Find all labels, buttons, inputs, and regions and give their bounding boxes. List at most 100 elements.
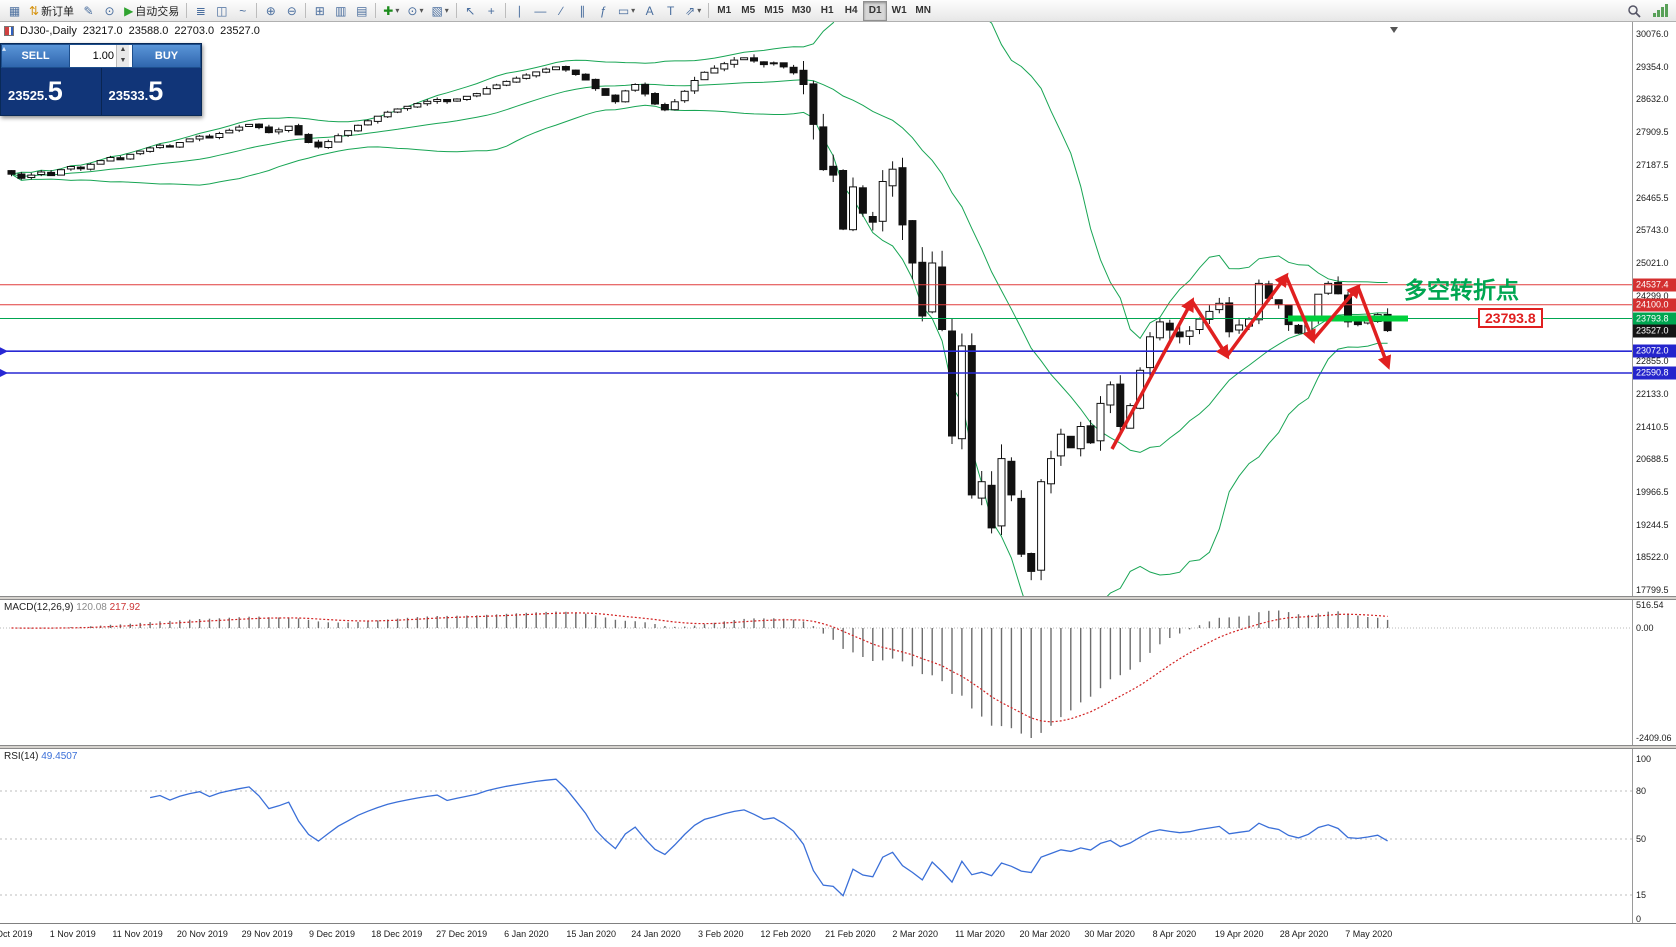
panel-divider[interactable] <box>0 596 1676 600</box>
zoom-in-button[interactable]: ⊕ <box>260 1 281 21</box>
date-label: 19 Apr 2020 <box>1214 929 1264 939</box>
buy-price[interactable]: 23533. 5 <box>102 68 202 115</box>
metaeditor-button[interactable]: ✎ <box>78 1 99 21</box>
panel-divider[interactable] <box>0 745 1676 749</box>
indicators-icon: ✚ <box>383 3 394 18</box>
price-axis-label: 17799.5 <box>1636 585 1669 595</box>
text-label-icon: T <box>667 3 675 18</box>
metaeditor-icon: ✎ <box>83 3 94 18</box>
price-callout-label: 23793.8 <box>1478 308 1543 328</box>
price-axis-label: 19244.5 <box>1636 519 1669 530</box>
buy-price-pip: 5 <box>148 76 164 106</box>
rsi-name: RSI(14) <box>4 751 39 762</box>
timeframe-m15-button[interactable]: M15 <box>760 1 787 21</box>
timeframe-m30-button[interactable]: M30 <box>788 1 815 21</box>
indicators-button[interactable]: ✚ ▾ <box>379 1 403 21</box>
trendline-button[interactable]: ∕ <box>551 1 572 21</box>
macd-axis[interactable]: 516.54 0.00 -2409.06 <box>1632 600 1676 745</box>
collapse-trade-widget-icon[interactable]: ▴ <box>2 44 7 53</box>
horizontal-line-icon: — <box>534 3 547 18</box>
candlestick-chart-button[interactable]: ◫ <box>211 1 232 21</box>
timeframe-h1-button[interactable]: H1 <box>815 1 839 21</box>
auto-arrange-button[interactable]: ▥ <box>330 1 351 21</box>
timeframe-m1-button[interactable]: M1 <box>712 1 736 21</box>
volume-control: ▲ ▼ <box>70 44 132 68</box>
time-axis[interactable]: 23 Oct 2019 1 Nov 2019 11 Nov 2019 20 Nov 2… <box>0 923 1676 947</box>
toolbar-separator <box>375 3 377 18</box>
price-axis-label: 25743.0 <box>1636 225 1669 236</box>
price-axis-label: 21410.5 <box>1636 421 1669 432</box>
help-button[interactable]: ⊙ <box>99 1 120 21</box>
connection-status-icon <box>1653 4 1668 17</box>
toolbar-separator <box>708 3 710 18</box>
price-level-badge: 23527.0 <box>1633 324 1676 338</box>
volume-down-icon[interactable]: ▼ <box>117 56 129 67</box>
track-chart-icon: ▤ <box>356 3 368 18</box>
date-label: 24 Jan 2020 <box>631 929 681 939</box>
search-icon[interactable] <box>1623 1 1645 21</box>
zoom-out-icon: ⊖ <box>286 3 297 18</box>
price-axis-label: 29354.0 <box>1636 61 1669 72</box>
timeframe-w1-button[interactable]: W1 <box>887 1 911 21</box>
toolbar-separator <box>256 3 258 18</box>
ohlc-low: 22703.0 <box>174 25 215 37</box>
volume-input[interactable] <box>70 45 116 67</box>
price-chart-canvas[interactable] <box>0 22 1632 596</box>
shapes-icon: ▭ <box>617 3 630 18</box>
periods-button[interactable]: ⊙ ▾ <box>403 1 427 21</box>
sell-price[interactable]: 23525. 5 <box>1 68 102 115</box>
line-chart-icon: ~ <box>239 3 247 18</box>
price-axis-label: 18522.0 <box>1636 552 1669 563</box>
cursor-button[interactable]: ↖ <box>460 1 481 21</box>
rsi-canvas[interactable] <box>0 749 1632 923</box>
date-label: 8 Apr 2020 <box>1152 929 1197 939</box>
buy-button[interactable]: BUY <box>132 44 201 68</box>
price-chart-plot[interactable]: DJ30-,Daily 23217.0 23588.0 22703.0 2352… <box>0 22 1632 596</box>
arrows-button[interactable]: ⇗ ▾ <box>681 1 705 21</box>
new-order-button[interactable]: ⇅ 新订单 <box>25 1 78 21</box>
macd-panel: MACD(12,26,9) 120.08 217.92 516.54 0.00 -2… <box>0 600 1676 745</box>
line-chart-button[interactable]: ~ <box>232 1 253 21</box>
date-label: 20 Nov 2019 <box>176 929 228 939</box>
rsi-plot[interactable]: RSI(14) 49.4507 <box>0 749 1632 923</box>
timeframe-mn-button[interactable]: MN <box>911 1 935 21</box>
track-chart-button[interactable]: ▤ <box>351 1 372 21</box>
text-button[interactable]: A <box>639 1 660 21</box>
price-level-badge: 24100.0 <box>1633 298 1676 312</box>
ohlc-open: 23217.0 <box>82 25 123 37</box>
channel-button[interactable]: ∥ <box>572 1 593 21</box>
caret-down-icon: ▾ <box>419 6 424 15</box>
new-chart-button[interactable]: ▦ <box>4 1 25 21</box>
timeframe-d1-button[interactable]: D1 <box>863 0 888 21</box>
vertical-line-button[interactable]: ∣ <box>509 1 530 21</box>
bar-chart-button[interactable]: ≣ <box>190 1 211 21</box>
tile-windows-button[interactable]: ⊞ <box>309 1 330 21</box>
horizontal-line-button[interactable]: — <box>530 1 551 21</box>
toolbar-separator <box>186 3 188 18</box>
autotrading-button[interactable]: ▶ 自动交易 <box>120 1 183 21</box>
rsi-axis-label: 100 <box>1636 754 1652 764</box>
crosshair-button[interactable]: + <box>481 1 502 21</box>
date-label: 1 Nov 2019 <box>49 929 96 939</box>
macd-plot[interactable]: MACD(12,26,9) 120.08 217.92 <box>0 600 1632 745</box>
macd-canvas[interactable] <box>0 600 1632 745</box>
one-click-trading-widget: ▴ SELL ▲ ▼ BUY 23525. 5 <box>0 43 202 116</box>
price-axis-label: 28632.0 <box>1636 94 1669 105</box>
autotrading-icon: ▶ <box>124 3 134 18</box>
cursor-icon: ↖ <box>465 3 476 18</box>
text-label-button[interactable]: T <box>660 1 681 21</box>
price-axis[interactable]: 30076.0 29354.0 28632.0 27909.5 27187.5 26465… <box>1632 22 1676 596</box>
new-chart-icon: ▦ <box>8 3 21 18</box>
trade-widget-controls: ▴ SELL ▲ ▼ BUY <box>1 44 201 68</box>
fibonacci-button[interactable]: ƒ <box>593 1 614 21</box>
rsi-panel: RSI(14) 49.4507 100 80 50 15 0 <box>0 749 1676 923</box>
timeframe-m5-button[interactable]: M5 <box>736 1 760 21</box>
rsi-axis[interactable]: 100 80 50 15 0 <box>1632 749 1676 923</box>
sell-button[interactable]: SELL <box>1 44 70 68</box>
timeframe-h4-button[interactable]: H4 <box>839 1 863 21</box>
volume-up-icon[interactable]: ▲ <box>117 45 129 56</box>
turning-point-annotation: 多空转折点 <box>1404 277 1519 303</box>
shapes-button[interactable]: ▭ ▾ <box>614 1 639 21</box>
zoom-out-button[interactable]: ⊖ <box>281 1 302 21</box>
templates-button[interactable]: ▧ ▾ <box>427 1 452 21</box>
